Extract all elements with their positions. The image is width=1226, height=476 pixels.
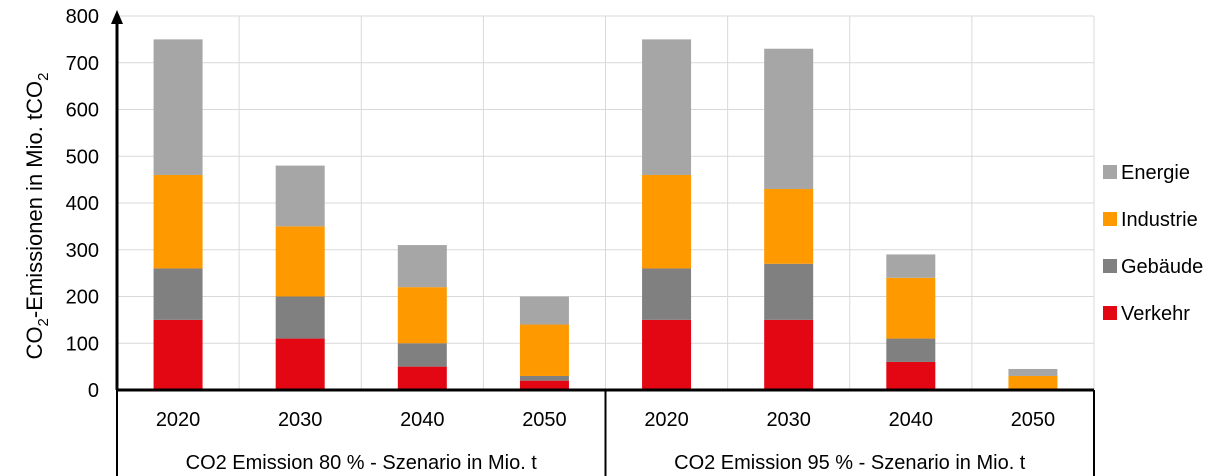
legend: Energie Industrie Gebäude Verkehr — [1103, 162, 1203, 325]
bar-gebäude-2030-g1 — [275, 296, 325, 339]
bar-gebäude-2030-g2 — [764, 263, 814, 320]
bar-gebäude-2040-g2 — [886, 338, 936, 362]
x-tick-label: 2030 — [278, 409, 323, 431]
legend-swatch-energie — [1103, 165, 1117, 179]
bar-verkehr-2030-g1 — [275, 338, 325, 390]
bar-energie-2050-g1 — [519, 296, 569, 325]
legend-swatch-industrie — [1103, 212, 1117, 226]
bar-gebäude-2050-g1 — [519, 375, 569, 381]
x-tick-label: 2030 — [766, 409, 811, 431]
group-label-1: CO2 Emission 80 % - Szenario in Mio. t — [186, 452, 538, 474]
bar-industrie-2040-g2 — [886, 277, 936, 339]
y-tick-label: 500 — [66, 146, 99, 168]
bar-gebäude-2040-g1 — [397, 343, 447, 367]
legend-swatch-gebäude — [1103, 259, 1117, 273]
y-tick-label: 800 — [66, 6, 99, 28]
y-tick-label: 700 — [66, 53, 99, 75]
bar-verkehr-2040-g2 — [886, 361, 936, 390]
bar-energie-2040-g2 — [886, 254, 936, 278]
group-label-2: CO2 Emission 95 % - Szenario in Mio. t — [674, 452, 1026, 474]
bar-stacks — [153, 39, 1058, 390]
bar-industrie-2030-g2 — [764, 188, 814, 264]
x-tick-label: 2020 — [156, 409, 201, 431]
legend-label-gebäude: Gebäude — [1121, 256, 1203, 278]
y-tick-label: 0 — [88, 380, 99, 402]
legend-swatch-verkehr — [1103, 306, 1117, 320]
axes: 0 100 200 300 400 500 600 700 800 2020 2030 2040 205… — [66, 6, 1095, 476]
bar-verkehr-2050-g1 — [519, 380, 569, 390]
y-axis-arrow — [111, 10, 123, 24]
bar-industrie-2040-g1 — [397, 287, 447, 344]
legend-label-industrie: Industrie — [1121, 209, 1198, 231]
bar-energie-2020-g1 — [153, 39, 203, 175]
bar-energie-2040-g1 — [397, 245, 447, 288]
bar-verkehr-2030-g2 — [764, 319, 814, 390]
bar-energie-2030-g1 — [275, 165, 325, 227]
bar-industrie-2050-g1 — [519, 324, 569, 376]
legend-label-energie: Energie — [1121, 162, 1190, 184]
y-tick-label: 600 — [66, 100, 99, 122]
bar-energie-2050-g2 — [1008, 368, 1058, 376]
x-tick-label: 2040 — [400, 409, 445, 431]
grid-lines — [117, 15, 1095, 390]
bar-energie-2030-g2 — [764, 48, 814, 189]
bar-industrie-2020-g1 — [153, 174, 203, 269]
bar-verkehr-2020-g2 — [642, 319, 692, 390]
x-tick-label: 2020 — [644, 409, 689, 431]
bar-gebäude-2020-g1 — [153, 268, 203, 320]
bar-gebäude-2020-g2 — [642, 268, 692, 320]
y-tick-label: 100 — [66, 333, 99, 355]
bar-verkehr-2020-g1 — [153, 319, 203, 390]
x-tick-label: 2050 — [522, 409, 567, 431]
x-tick-label: 2040 — [889, 409, 934, 431]
legend-label-verkehr: Verkehr — [1121, 303, 1190, 325]
y-tick-label: 400 — [66, 193, 99, 215]
bar-industrie-2030-g1 — [275, 226, 325, 297]
bar-industrie-2050-g2 — [1008, 375, 1058, 390]
bar-energie-2020-g2 — [642, 39, 692, 175]
y-tick-label: 300 — [66, 240, 99, 262]
x-tick-label: 2050 — [1011, 409, 1056, 431]
y-axis-title: CO2-Emissionen in Mio. tCO2 — [22, 73, 52, 360]
y-tick-label: 200 — [66, 287, 99, 309]
bar-verkehr-2040-g1 — [397, 366, 447, 390]
bar-industrie-2020-g2 — [642, 174, 692, 269]
